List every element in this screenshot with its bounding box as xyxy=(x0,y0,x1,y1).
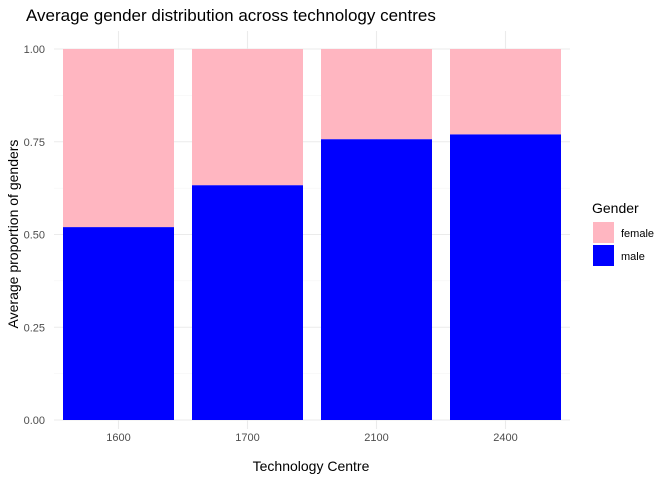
y-tick-label: 1.00 xyxy=(24,44,45,56)
bar-male-2100 xyxy=(321,139,432,420)
y-tick-label: 0.75 xyxy=(24,137,45,149)
x-axis-title: Technology Centre xyxy=(253,458,370,474)
y-tick-label: 0.00 xyxy=(24,415,45,427)
x-tick-label: 1700 xyxy=(235,432,259,444)
bar-female-1600 xyxy=(63,49,174,228)
plot-panel xyxy=(54,31,570,429)
bars xyxy=(63,49,561,420)
bar-male-1600 xyxy=(63,227,174,420)
chart-title: Average gender distribution across techn… xyxy=(26,6,436,25)
x-tick-label: 2100 xyxy=(364,432,388,444)
legend-swatch-male xyxy=(593,245,614,266)
y-tick-label: 0.50 xyxy=(24,230,45,242)
bar-female-2100 xyxy=(321,49,432,140)
legend-entries: female male xyxy=(593,222,654,266)
legend-swatch-female xyxy=(593,222,614,243)
y-axis-ticks: 0.00 0.25 0.50 0.75 1.00 xyxy=(24,44,45,427)
bar-male-1700 xyxy=(192,185,303,420)
bar-female-2400 xyxy=(450,49,561,135)
x-tick-label: 1600 xyxy=(106,432,130,444)
x-tick-label: 2400 xyxy=(493,432,517,444)
bar-male-2400 xyxy=(450,134,561,420)
legend-label-female: female xyxy=(621,228,654,240)
x-axis-ticks: 1600 1700 2100 2400 xyxy=(106,432,517,444)
y-tick-label: 0.25 xyxy=(24,322,45,334)
y-axis-title: Average proportion of genders xyxy=(5,140,21,329)
legend-title: Gender xyxy=(592,200,639,216)
legend-label-male: male xyxy=(621,251,645,263)
legend: Gender female male xyxy=(592,200,654,266)
bar-female-1700 xyxy=(192,49,303,186)
